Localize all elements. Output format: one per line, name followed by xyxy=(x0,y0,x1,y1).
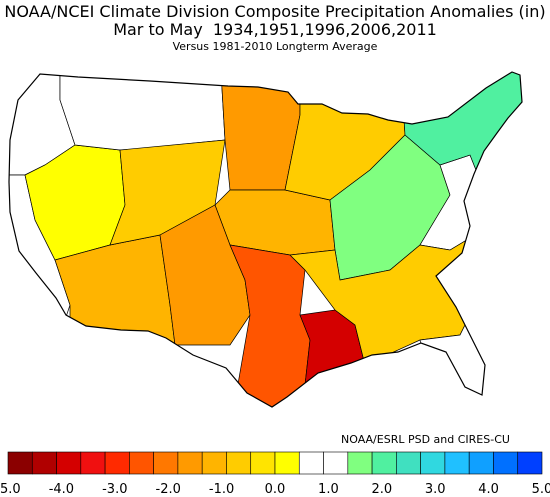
legend-swatch xyxy=(444,451,470,475)
legend-swatch xyxy=(56,451,82,475)
legend-tick-label: 5.0 xyxy=(532,482,550,497)
legend-swatch xyxy=(31,451,57,475)
region-texas-oklahoma xyxy=(229,244,311,407)
legend-tick-label: 0.0 xyxy=(265,482,286,497)
legend-swatch xyxy=(177,451,203,475)
region-northern-plains xyxy=(219,72,301,191)
legend-tick-label: -2.0 xyxy=(156,482,181,497)
precipitation-anomaly-map xyxy=(8,71,523,408)
legend-swatch xyxy=(517,451,543,475)
legend-swatch xyxy=(420,451,446,475)
legend-tick-label: -3.0 xyxy=(102,482,127,497)
legend-tick-label: -4.0 xyxy=(49,482,74,497)
legend-swatch xyxy=(201,451,227,475)
legend-swatch xyxy=(250,451,276,475)
legend-tick-label: 4.0 xyxy=(478,482,499,497)
map-title: NOAA/NCEI Climate Division Composite Pre… xyxy=(4,2,546,21)
legend-swatch xyxy=(274,451,300,475)
legend-swatch xyxy=(129,451,154,475)
legend-swatch xyxy=(104,451,130,475)
legend-swatch xyxy=(468,451,494,475)
us-outline xyxy=(8,71,523,408)
legend-tick-label: 3.0 xyxy=(425,482,446,497)
region-northern-rockies xyxy=(59,72,226,151)
legend-tick-label: 2.0 xyxy=(371,482,392,497)
legend-swatch xyxy=(80,451,106,475)
legend-swatch xyxy=(226,451,252,475)
color-scale-legend: -5.0 -4.0 -3.0 -2.0 -1.0 0.0 1.0 2.0 3.0 4.0 5.0 xyxy=(0,451,550,497)
credit-text: NOAA/ESRL PSD and CIRES-CU xyxy=(341,433,510,446)
legend-swatch xyxy=(493,451,519,475)
region-east-texas-louisiana xyxy=(299,309,366,407)
map-subtitle: Mar to May 1934,1951,1996,2006,2011 xyxy=(113,20,437,39)
legend-swatch xyxy=(298,451,324,475)
legend-swatch xyxy=(371,451,397,475)
legend-tick-label: -1.0 xyxy=(209,482,234,497)
legend-swatch xyxy=(323,451,349,475)
legend-tick-label: -5.0 xyxy=(0,482,21,497)
legend-swatch xyxy=(153,451,179,475)
legend-swatch xyxy=(347,451,373,475)
legend-tick-label: 1.0 xyxy=(318,482,339,497)
map-baseline-note: Versus 1981-2010 Longterm Average xyxy=(172,40,378,53)
legend-swatch xyxy=(396,451,421,475)
legend-swatch xyxy=(7,451,33,475)
